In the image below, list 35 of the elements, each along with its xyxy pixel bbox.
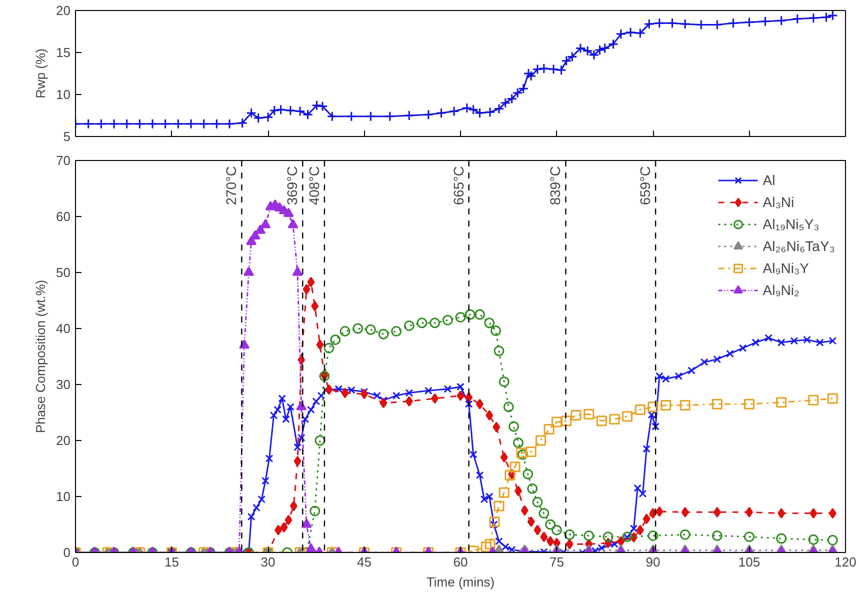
ref-line-label: 839°C	[547, 166, 564, 206]
y-tick-label: 40	[56, 321, 71, 336]
y-tick-label: 30	[56, 377, 71, 392]
y-axis-title: Rwp (%)	[33, 48, 48, 98]
y-tick-label: 20	[56, 3, 71, 18]
y-axis-title: Phase Composition (wt.%)	[33, 280, 48, 434]
ref-line-label: 270°C	[223, 166, 240, 206]
y-tick-label: 50	[56, 265, 71, 280]
ref-line-label: 665°C	[450, 166, 466, 206]
x-tick-label: 45	[357, 554, 372, 570]
legend-label: Al₉Ni₃Y	[762, 260, 810, 276]
legend-label: Al₁₉Ni₅Y₃	[762, 216, 820, 232]
ref-line-label: 408°C	[306, 166, 322, 206]
y-tick-label: 5	[63, 129, 71, 144]
x-tick-label: 90	[646, 554, 660, 570]
x-axis-title: Time (mins)	[426, 574, 495, 590]
x-tick-label: 15	[164, 554, 179, 570]
x-tick-label: 120	[834, 554, 856, 570]
legend-label: Al₃Ni	[762, 194, 794, 210]
legend-label: Al₉Ni₂	[762, 282, 800, 298]
y-tick-label: 10	[56, 489, 71, 504]
legend-label: Al	[762, 172, 776, 188]
y-tick-label: 70	[56, 153, 71, 168]
x-tick-label: 60	[453, 554, 468, 570]
x-tick-label: 75	[550, 554, 564, 570]
x-tick-label: 105	[738, 554, 760, 570]
ref-line-label: 659°C	[637, 166, 653, 206]
y-tick-label: 60	[56, 209, 71, 224]
y-tick-label: 20	[56, 433, 71, 448]
legend-label: Al₂₆Ni₆TaY₃	[762, 238, 835, 254]
y-tick-label: 0	[63, 545, 71, 560]
ref-line-label: 369°C	[284, 166, 300, 206]
y-tick-label: 10	[56, 87, 71, 102]
y-tick-label: 15	[56, 45, 71, 60]
x-tick-label: 30	[260, 554, 276, 570]
